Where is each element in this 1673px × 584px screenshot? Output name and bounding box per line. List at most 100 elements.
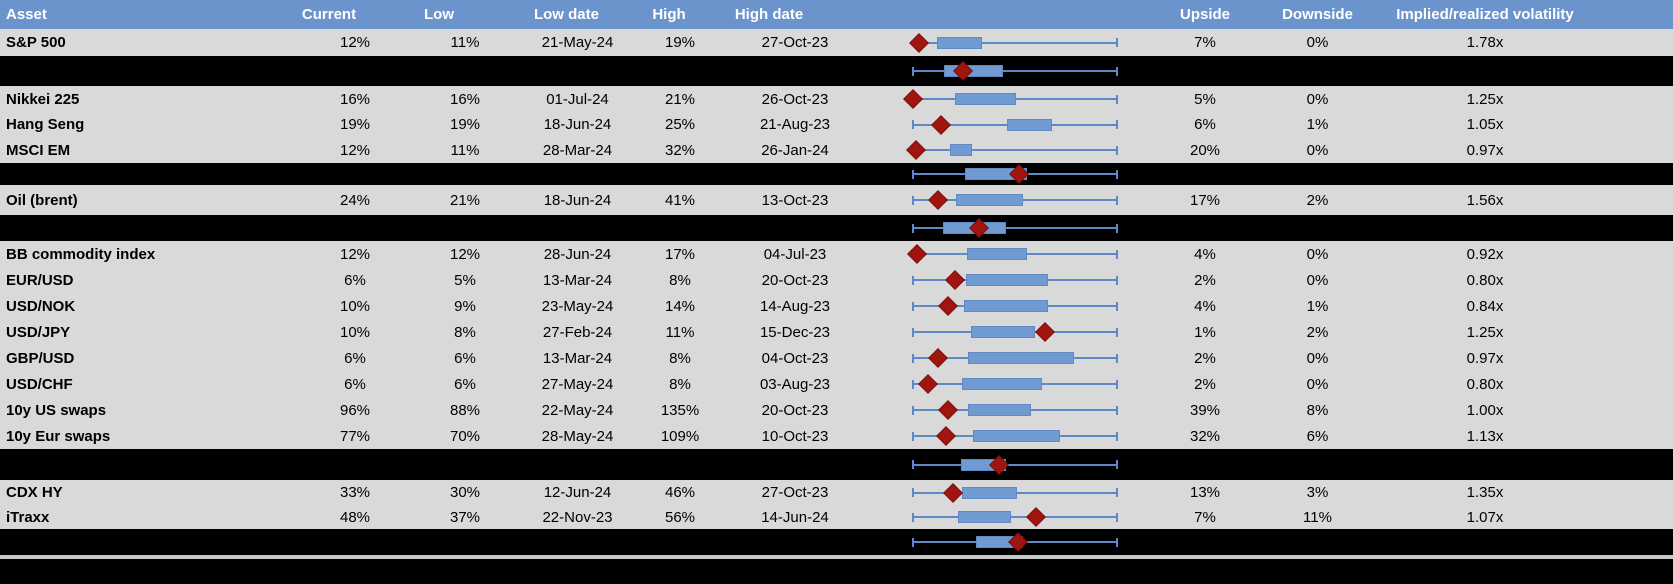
cell-downside: 2% — [1306, 323, 1329, 341]
cell-chart — [865, 371, 1135, 397]
cell-low: 88% — [449, 401, 481, 419]
table-row-12: GBP/USD 6% 6% 13-Mar-24 8% 04-Oct-23 2% 0% 0.97x — [0, 345, 1673, 371]
cell-low-date: 22-May-24 — [541, 401, 614, 419]
cell-upside: 20% — [1189, 141, 1221, 159]
cell-high-date: 26-Oct-23 — [761, 90, 829, 108]
cell-low: 19% — [449, 116, 481, 133]
cell-downside: 0% — [1306, 90, 1329, 108]
interquartile-box — [970, 326, 1036, 338]
interquartile-box — [961, 486, 1018, 499]
interquartile-box — [954, 93, 1016, 105]
cell-asset: Oil (brent) — [6, 191, 78, 209]
cell-chart — [865, 345, 1135, 371]
interquartile-box — [949, 144, 973, 156]
cell-downside: 1% — [1306, 297, 1329, 315]
boxplot — [912, 449, 1118, 480]
bottom-divider — [0, 555, 1673, 559]
boxplot — [912, 480, 1118, 505]
cell-high-date: 03-Aug-23 — [759, 375, 831, 393]
separator-row — [0, 56, 1673, 86]
cell-low-date: 22-Nov-23 — [542, 508, 613, 526]
cell-low-date: 13-Mar-24 — [542, 349, 613, 367]
boxplot — [912, 505, 1118, 529]
boxplot — [912, 215, 1118, 241]
cell-low: 30% — [449, 484, 481, 501]
whisker-cap-right — [1116, 405, 1118, 415]
cell-chart — [865, 267, 1135, 293]
cell-high: 25% — [664, 116, 696, 133]
current-level-diamond-marker — [909, 32, 930, 53]
whisker-cap-right — [1116, 379, 1118, 389]
cell-low-date: 23-May-24 — [541, 297, 614, 315]
whisker-cap-right — [1116, 38, 1118, 47]
col-header-low-date: Low date — [533, 6, 599, 23]
cell-low: 9% — [454, 297, 476, 315]
interquartile-box — [957, 511, 1011, 523]
cell-chart — [865, 319, 1135, 345]
cell-downside: 1% — [1306, 116, 1329, 133]
cell-low: 5% — [454, 271, 476, 289]
whisker-cap-right — [1116, 94, 1118, 104]
cell-asset: 10y US swaps — [6, 401, 107, 419]
cell-high-date: 04-Oct-23 — [761, 349, 829, 367]
cell-asset: 10y Eur swaps — [6, 427, 111, 445]
cell-current: 6% — [344, 349, 366, 367]
cell-downside: 8% — [1306, 401, 1329, 419]
cell-high: 8% — [669, 271, 691, 289]
cell-downside: 0% — [1306, 245, 1329, 263]
current-level-diamond-marker — [928, 348, 948, 368]
cell-asset: MSCI EM — [6, 141, 71, 159]
cell-chart — [865, 163, 1135, 185]
cell-current: 10% — [339, 323, 371, 341]
current-level-diamond-marker — [1026, 507, 1046, 527]
cell-high: 8% — [669, 375, 691, 393]
boxplot — [912, 345, 1118, 371]
cell-high: 56% — [664, 508, 696, 526]
cell-downside: 2% — [1306, 191, 1329, 209]
cell-high: 41% — [664, 191, 696, 209]
table-row-8: BB commodity index 12% 12% 28-Jun-24 17% 04-J… — [0, 241, 1673, 267]
cell-downside: 0% — [1306, 375, 1329, 393]
current-level-diamond-marker — [936, 426, 956, 446]
cell-high: 109% — [660, 427, 700, 445]
interquartile-box — [967, 248, 1028, 260]
current-level-diamond-marker — [931, 114, 951, 135]
col-header-implied-realized-volatility: Implied/realized volatility — [1396, 6, 1574, 23]
whisker-line — [913, 70, 1117, 72]
whisker-cap-left — [912, 460, 914, 469]
cell-downside: 0% — [1306, 141, 1329, 159]
whisker-cap-right — [1116, 66, 1118, 76]
cell-high: 46% — [664, 484, 696, 501]
whisker-cap-right — [1116, 512, 1118, 522]
cell-implied-realized-volatility: 0.97x — [1466, 141, 1504, 159]
boxplot — [912, 423, 1118, 449]
cell-chart — [865, 241, 1135, 267]
cell-chart — [865, 185, 1135, 215]
cell-low-date: 28-Mar-24 — [542, 141, 613, 159]
whisker-cap-right — [1116, 145, 1118, 155]
cell-asset: USD/NOK — [6, 297, 76, 315]
cell-upside: 1% — [1194, 323, 1216, 341]
cell-chart — [865, 215, 1135, 241]
cell-chart — [865, 86, 1135, 112]
cell-high: 135% — [660, 401, 700, 419]
cell-high-date: 27-Oct-23 — [761, 34, 829, 51]
table-row-2: Nikkei 225 16% 16% 01-Jul-24 21% 26-Oct-23 5% 0… — [0, 86, 1673, 112]
table-row-9: EUR/USD 6% 5% 13-Mar-24 8% 20-Oct-23 2% 0% 0.80x — [0, 267, 1673, 293]
cell-low: 8% — [454, 323, 476, 341]
table-row-0: S&P 500 12% 11% 21-May-24 19% 27-Oct-23 7% 0% 1.… — [0, 29, 1673, 56]
boxplot — [912, 293, 1118, 319]
cell-implied-realized-volatility: 1.05x — [1466, 116, 1504, 133]
cell-high-date: 21-Aug-23 — [759, 116, 831, 133]
col-header-asset: Asset — [6, 6, 47, 23]
cell-implied-realized-volatility: 0.92x — [1466, 245, 1504, 263]
cell-high-date: 20-Oct-23 — [761, 401, 829, 419]
separator-row — [0, 529, 1673, 555]
cell-high-date: 10-Oct-23 — [761, 427, 829, 445]
whisker-cap-right — [1116, 249, 1118, 259]
cell-chart — [865, 423, 1135, 449]
cell-high-date: 26-Jan-24 — [761, 141, 829, 159]
cell-implied-realized-volatility: 1.00x — [1466, 401, 1504, 419]
cell-chart — [865, 56, 1135, 86]
cell-asset: Hang Seng — [6, 116, 85, 133]
